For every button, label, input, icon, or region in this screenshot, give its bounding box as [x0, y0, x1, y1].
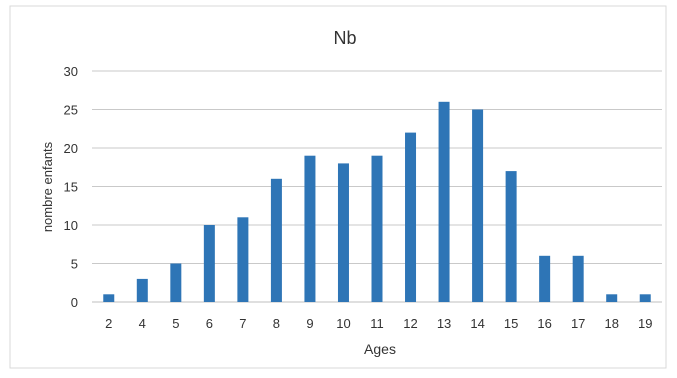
x-tick-label: 9: [306, 316, 313, 331]
y-tick-label: 30: [64, 64, 78, 79]
x-tick-label: 8: [273, 316, 280, 331]
y-tick-label: 20: [64, 141, 78, 156]
bar: [203, 225, 215, 302]
bar: [606, 294, 618, 302]
x-tick-label: 4: [139, 316, 146, 331]
y-tick-label: 25: [64, 103, 78, 118]
bar: [103, 294, 115, 302]
x-tick-label: 11: [370, 316, 384, 331]
bar: [136, 278, 148, 302]
y-axis-label: nombre enfants: [40, 141, 55, 232]
x-tick-label: 17: [571, 316, 585, 331]
x-tick-label: 2: [105, 316, 112, 331]
bar: [371, 155, 383, 302]
chart-title: Nb: [333, 28, 356, 48]
y-tick-label: 10: [64, 218, 78, 233]
x-tick-label: 5: [172, 316, 179, 331]
bar: [505, 171, 517, 302]
x-tick-label: 10: [336, 316, 350, 331]
x-tick-label: 7: [239, 316, 246, 331]
y-tick-label: 5: [71, 257, 78, 272]
x-tick-labels: 2 4 5 6 7 8 9 10 11 12 13 14 15 16 17 18 19: [105, 316, 652, 331]
bars: [103, 101, 651, 302]
x-tick-label: 6: [206, 316, 213, 331]
bar: [405, 132, 417, 302]
y-tick-label: 15: [64, 180, 78, 195]
bar: [639, 294, 651, 302]
bar: [472, 109, 484, 302]
x-axis-label: Ages: [364, 341, 396, 357]
bar: [237, 217, 249, 302]
bar: [337, 163, 349, 302]
x-tick-label: 14: [470, 316, 484, 331]
y-tick-label: 0: [71, 295, 78, 310]
x-tick-label: 16: [537, 316, 551, 331]
bar: [572, 255, 584, 302]
x-tick-label: 18: [604, 316, 618, 331]
bar: [304, 155, 316, 302]
x-tick-label: 13: [437, 316, 451, 331]
x-tick-label: 19: [638, 316, 652, 331]
bar: [170, 263, 182, 302]
bar: [270, 178, 282, 302]
bar: [539, 255, 551, 302]
x-tick-label: 15: [504, 316, 518, 331]
bar: [438, 101, 450, 302]
gridlines: [92, 70, 662, 303]
x-tick-label: 12: [403, 316, 417, 331]
y-tick-labels: 0 5 10 15 20 25 30: [64, 64, 78, 310]
